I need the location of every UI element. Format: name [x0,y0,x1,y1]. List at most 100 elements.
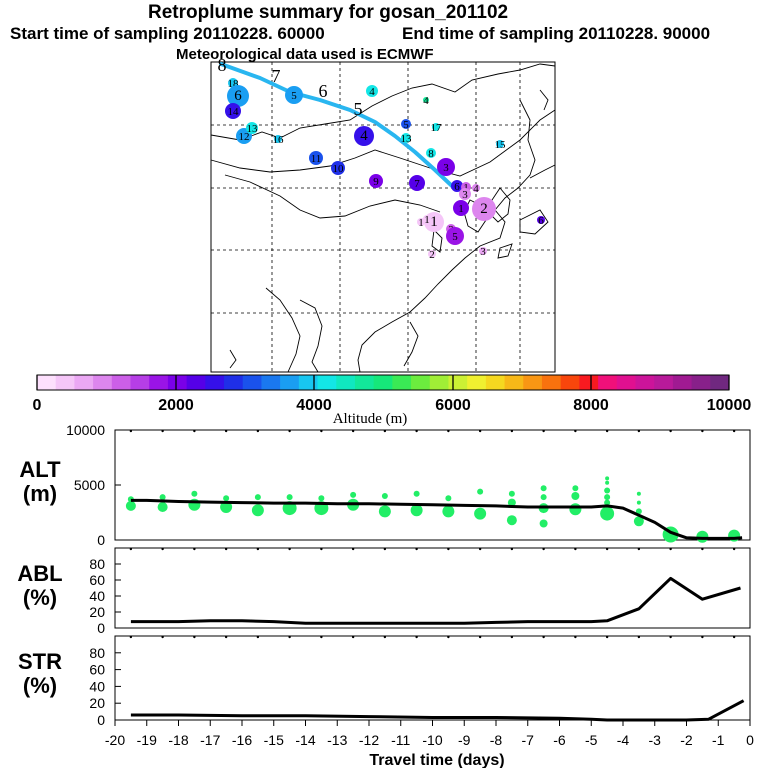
colorbar-swatch [186,375,206,390]
map-cluster-marker [417,218,425,226]
map-cluster-marker [451,180,463,192]
alt-cluster-point [350,491,357,498]
alt-cluster-point [571,492,580,500]
colorbar-swatch [167,375,188,390]
map-cluster-label: 2 [429,249,435,261]
y-tick-label: 10000 [66,422,105,438]
map-cluster-label: 8 [428,148,434,160]
map-day-label: 8 [218,55,227,75]
day-dot [161,429,164,433]
day-dot [510,635,514,639]
alt-cluster-point [572,485,579,492]
alt-cluster-point [633,516,644,527]
day-dot [415,635,418,639]
day-dot [701,635,704,639]
alt-cluster-point [636,491,641,496]
colorbar-swatch [111,375,132,390]
colorbar-swatch [541,375,562,390]
map-cluster-label: 6 [234,88,242,104]
map-cluster-marker [426,148,436,158]
colorbar-tick-label: 10000 [707,397,752,414]
alt-cluster-point [410,504,423,517]
panel-alt: 0 5000 10000 ALT(m) [19,422,751,548]
alt-cluster-point [282,501,297,516]
colorbar-label: Altitude (m) [333,411,408,427]
map-cluster-marker [472,184,480,192]
day-dot [256,547,260,551]
day-dot [542,635,545,639]
y-tick-label: 40 [89,588,105,604]
x-tick-label: -4 [617,732,630,748]
panel-ylabel: (%) [23,585,57,610]
map-cluster-label: 12 [239,131,250,143]
colorbar-swatch [635,375,655,390]
map-cluster-marker [453,200,469,216]
colorbar-swatch [691,375,711,390]
map-cluster-label: 16 [273,134,285,146]
map-cluster-marker [285,86,303,104]
map-day-labels: 8 7 6 5 [218,55,363,119]
map-cluster-marker [479,247,487,255]
map-cluster-marker [472,197,496,221]
day-dot [383,429,387,433]
alt-cluster-point [605,480,610,485]
x-tick-label: -10 [422,732,442,748]
day-dot [732,547,736,551]
map-cluster-marker [246,122,258,134]
map-day-label: 6 [319,81,328,101]
day-dot [224,429,228,433]
panel-ylabel: (%) [23,673,57,698]
day-dot [542,429,545,433]
day-dot [574,547,577,551]
map-cluster-marker [496,140,504,148]
map-cluster-label: 1 [458,203,464,215]
chart-title: Retroplume summary for gosan_201102 [148,2,509,23]
day-dot [637,429,641,433]
colorbar-swatch [485,375,506,390]
colorbar-swatch [261,375,281,390]
map-cluster-label: 4 [423,95,429,107]
y-tick-label: 80 [89,556,105,572]
map-cluster-label: 4 [369,86,375,98]
meteorological-data-label: Meteorological data used is ECMWF [176,46,434,63]
colorbar-ticks: 0 2000 4000 6000 8000 10000 [33,375,752,414]
map-cluster-label: 5 [403,119,409,131]
colorbar-swatch [429,375,449,390]
day-dot [510,547,514,551]
map-cluster-label: 3 [462,189,468,201]
map-cluster-marker [432,123,440,131]
alt-cluster-point [540,485,547,492]
panel-frame [114,635,751,721]
map-cluster-marker [366,85,378,97]
day-dot [351,429,355,433]
map-cluster-label: 6 [454,181,460,193]
alt-cluster-point [413,490,420,497]
alt-cluster-point [696,530,709,543]
x-tick-label: -17 [200,732,220,748]
day-dot [320,635,323,639]
alt-cluster-point [636,500,641,505]
day-dot [701,547,704,551]
x-tick-label: -16 [232,732,252,748]
alt-cluster-point [378,505,391,518]
map-day-label: 5 [354,99,363,119]
map-cluster-label: 1 [418,217,424,229]
colorbar-swatch [616,375,636,390]
colorbar-swatch [373,375,393,390]
map-cluster-label: 14 [228,106,240,118]
day-dot [732,429,736,433]
day-dot [161,635,164,639]
day-dot [383,547,387,551]
alt-cluster-point [605,476,610,481]
map-cluster-marker [401,133,411,143]
map-cluster-label: 5 [452,231,458,243]
start-time-label: Start time of sampling 20110228. 60000 [10,24,325,43]
y-tick-label: 0 [97,532,105,548]
day-dot [193,429,196,433]
x-tick-label: -2 [680,732,693,748]
colorbar-swatch [579,375,599,390]
day-dot [510,429,514,433]
map-cluster-label: 2 [480,201,488,217]
